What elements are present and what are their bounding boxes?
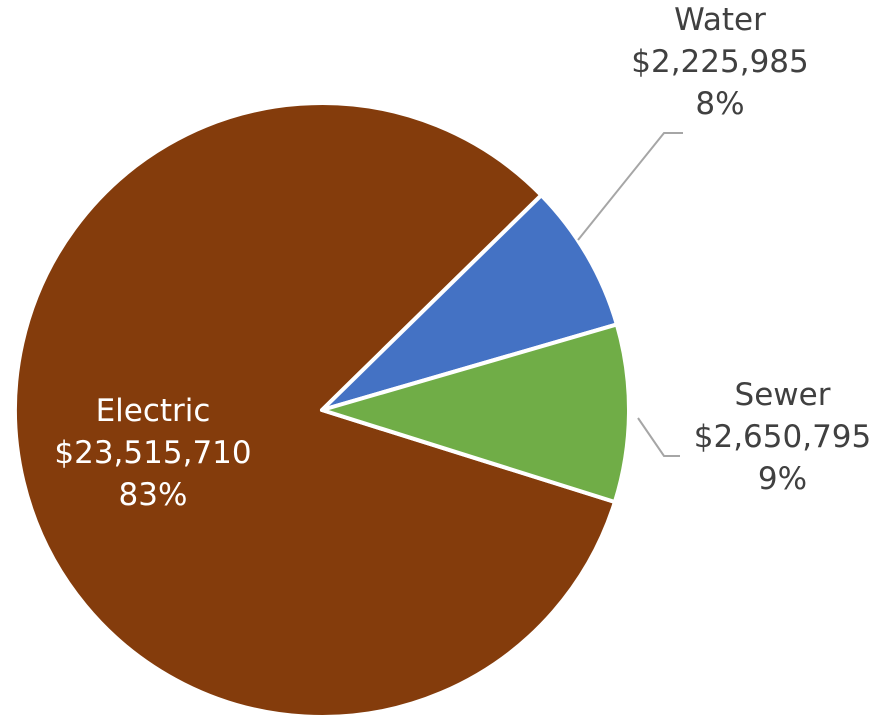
leader-line-water	[577, 132, 683, 241]
leader-line-sewer	[637, 417, 680, 457]
data-label-sewer-value: $2,650,795	[693, 419, 872, 455]
data-label-water-name: Water	[674, 2, 766, 38]
data-label-sewer-name: Sewer	[734, 377, 831, 413]
slice-sewer	[320, 322, 631, 504]
data-label-sewer-percent: 9%	[757, 461, 808, 497]
data-label-water: Water $2,225,985 8%	[610, 0, 830, 125]
slice-electric	[13, 101, 617, 719]
data-label-water-percent: 8%	[695, 86, 745, 122]
data-label-water-value: $2,225,985	[631, 44, 809, 80]
data-label-electric-name: Electric	[95, 393, 211, 429]
data-label-electric: Electric $23,515,710 83%	[18, 390, 288, 516]
data-label-electric-value: $23,515,710	[54, 435, 252, 471]
data-label-electric-percent: 83%	[118, 477, 188, 513]
slice-water	[320, 193, 619, 412]
data-label-sewer: Sewer $2,650,795 9%	[675, 374, 890, 500]
